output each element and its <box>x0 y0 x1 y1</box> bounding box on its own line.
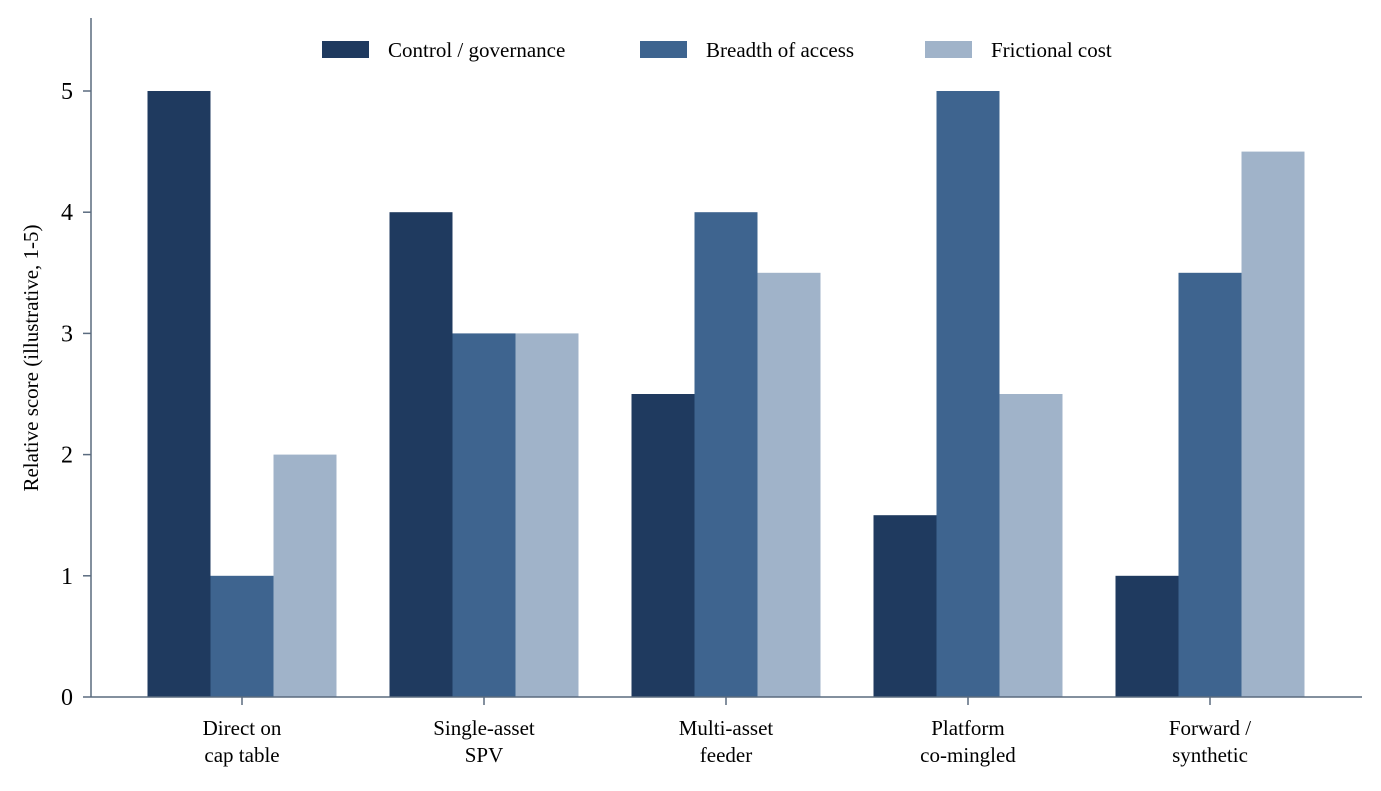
x-tick-label-0: Direct on cap table <box>203 716 282 767</box>
bar-2-2 <box>757 272 821 697</box>
x-tick-label-4: Forward / synthetic <box>1169 716 1251 767</box>
bar-4-1 <box>1178 272 1242 697</box>
bar-3-0 <box>873 515 937 697</box>
x-ticks-group: Direct on cap table Single-asset SPV Multi-a… <box>203 697 1251 767</box>
legend-label-2: Frictional cost <box>991 38 1112 62</box>
bar-2-1 <box>694 212 758 697</box>
bar-1-1 <box>452 333 516 697</box>
legend-label-0: Control / governance <box>388 38 565 62</box>
y-tick-label-3: 3 <box>61 321 73 347</box>
legend-swatch-0 <box>322 41 369 58</box>
y-ticks-group: 0 1 2 3 4 5 <box>61 79 91 711</box>
bar-4-2 <box>1241 151 1305 698</box>
bar-3-2 <box>999 394 1063 697</box>
y-axis-title: Relative score (illustrative, 1-5) <box>19 224 43 491</box>
y-tick-label-0: 0 <box>61 685 73 711</box>
y-tick-label-4: 4 <box>61 200 73 226</box>
bars-group <box>147 91 1305 698</box>
bar-0-2 <box>273 454 337 697</box>
legend-swatch-2 <box>925 41 972 58</box>
bar-4-0 <box>1115 575 1179 697</box>
bar-3-1 <box>936 91 1000 697</box>
x-tick-label-1: Single-asset SPV <box>433 716 535 767</box>
bar-2-0 <box>631 394 695 697</box>
y-tick-label-5: 5 <box>61 79 73 105</box>
bar-1-0 <box>389 212 453 697</box>
bar-1-2 <box>515 333 579 697</box>
x-tick-label-3: Platform co-mingled <box>920 716 1016 767</box>
bar-0-0 <box>147 91 211 697</box>
legend: Control / governance Breadth of access Fri… <box>322 38 1112 62</box>
y-tick-label-2: 2 <box>61 443 73 469</box>
legend-label-1: Breadth of access <box>706 38 854 62</box>
y-tick-label-1: 1 <box>61 564 73 590</box>
x-tick-label-2: Multi-asset feeder <box>679 716 774 767</box>
bar-0-1 <box>210 575 274 697</box>
legend-swatch-1 <box>640 41 687 58</box>
